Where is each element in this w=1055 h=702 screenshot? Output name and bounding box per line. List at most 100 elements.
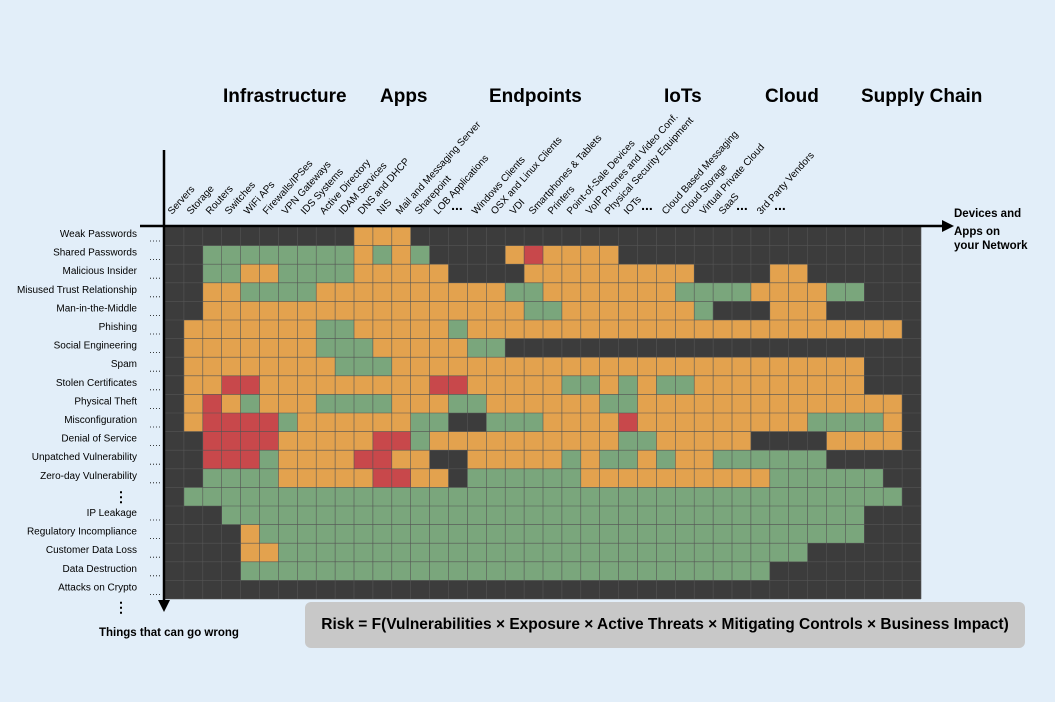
grid-cell <box>580 506 600 525</box>
grid-cell <box>240 487 260 506</box>
grid-cell <box>467 450 487 469</box>
grid-cell <box>448 524 468 544</box>
grid-cell <box>864 413 884 432</box>
grid-cell <box>486 394 506 413</box>
category-cloud: Cloud <box>765 86 819 107</box>
grid-cell <box>656 561 676 581</box>
grid-cell <box>599 413 619 432</box>
grid-cell <box>505 468 525 488</box>
grid-cell <box>807 524 827 544</box>
grid-cell <box>259 413 279 432</box>
grid-cell <box>561 394 581 413</box>
grid-cell <box>429 543 449 562</box>
grid-cell <box>278 487 298 506</box>
grid-cell <box>467 375 487 395</box>
grid-cell <box>429 431 449 451</box>
grid-cell <box>788 506 808 525</box>
grid-cell <box>694 506 714 525</box>
grid-cell <box>372 543 392 562</box>
grid-cell <box>561 450 581 469</box>
grid-cell <box>240 413 260 432</box>
grid-cell <box>467 561 487 581</box>
grid-cell <box>372 561 392 581</box>
grid-cell <box>316 561 336 581</box>
grid-cell <box>826 468 846 488</box>
grid-cell <box>202 375 222 395</box>
grid-cell <box>675 561 695 581</box>
grid-cell <box>467 487 487 506</box>
row-label: Phishing <box>99 322 137 333</box>
grid-cell <box>354 227 373 246</box>
grid-cell <box>845 282 865 302</box>
grid-cell <box>202 431 222 451</box>
grid-cell <box>259 431 279 451</box>
grid-cell <box>259 561 279 581</box>
grid-cell <box>524 357 543 376</box>
grid-cell <box>694 468 714 488</box>
grid-cell <box>807 413 827 432</box>
grid-cell <box>372 450 392 469</box>
grid-cell <box>807 320 827 339</box>
grid-cell <box>372 487 392 506</box>
grid-cell <box>618 282 638 302</box>
grid-cell <box>505 301 525 320</box>
grid-cell <box>637 264 657 283</box>
grid-cell <box>410 487 430 506</box>
grid-cell <box>675 413 695 432</box>
grid-cell <box>713 561 732 581</box>
grid-cell <box>543 543 562 562</box>
grid-cell <box>429 320 449 339</box>
grid-cell <box>316 524 336 544</box>
grid-cell <box>372 282 392 302</box>
grid-cell <box>448 301 468 320</box>
grid-cell <box>524 301 543 320</box>
grid-cell <box>486 375 506 395</box>
grid-cell <box>278 338 298 358</box>
grid-cell <box>732 431 751 451</box>
grid-cell <box>599 394 619 413</box>
grid-cell <box>750 357 770 376</box>
grid-cell <box>221 375 241 395</box>
grid-cell <box>486 357 506 376</box>
grid-cell <box>354 394 373 413</box>
grid-cell <box>391 561 411 581</box>
grid-cell <box>656 320 676 339</box>
x-axis-arrow-icon <box>942 220 954 232</box>
grid-cell <box>391 487 411 506</box>
grid-cell <box>202 357 222 376</box>
grid-cell <box>486 301 506 320</box>
grid-cell <box>505 394 525 413</box>
grid-cell <box>713 524 732 544</box>
grid-cell <box>335 431 354 451</box>
grid-cell <box>845 431 865 451</box>
grid-cell <box>864 394 884 413</box>
grid-cell <box>826 487 846 506</box>
grid-cell <box>750 543 770 562</box>
grid-cell <box>750 561 770 581</box>
grid-cell <box>429 338 449 358</box>
grid-cell <box>486 282 506 302</box>
grid-cell <box>826 524 846 544</box>
grid-cell <box>637 282 657 302</box>
row-label: IP Leakage <box>87 508 138 519</box>
grid-cell <box>259 506 279 525</box>
grid-cell <box>354 450 373 469</box>
grid-cell <box>599 320 619 339</box>
grid-cell <box>713 320 732 339</box>
grid-cell <box>467 357 487 376</box>
grid-cell <box>656 524 676 544</box>
grid-cell <box>713 506 732 525</box>
grid-cell <box>202 413 222 432</box>
grid-cell <box>845 487 865 506</box>
row-more-indicator: ⋮ <box>114 488 128 504</box>
grid-cell <box>202 468 222 488</box>
grid-cell <box>354 357 373 376</box>
grid-cell <box>297 282 317 302</box>
grid-cell <box>769 524 789 544</box>
grid-cell <box>637 524 657 544</box>
grid-cell <box>561 357 581 376</box>
grid-cell <box>599 450 619 469</box>
grid-cell <box>297 245 317 265</box>
row-label: Shared Passwords <box>53 248 137 259</box>
grid-cell <box>788 357 808 376</box>
